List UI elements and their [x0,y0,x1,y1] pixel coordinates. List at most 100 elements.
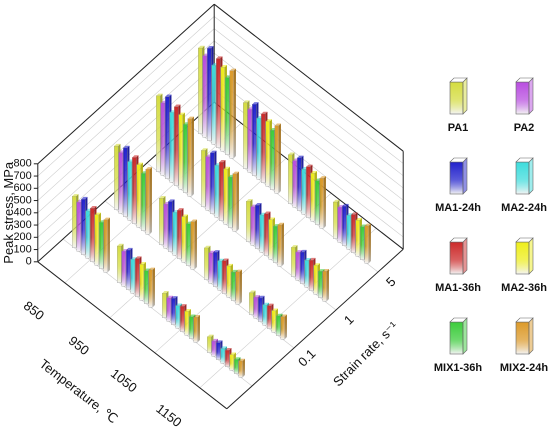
bar-top [216,56,223,59]
bar-top [174,104,181,107]
bar-top [208,250,215,253]
bar-front [247,109,252,173]
bar [148,267,155,308]
bar-top [271,308,278,311]
bar-front [114,145,119,210]
bar-top [210,150,217,153]
bar-top [346,213,353,216]
bar-front [169,112,174,183]
bar-front [249,292,254,315]
bar-side [191,116,194,197]
bar-top [291,245,298,248]
bar-front [99,222,104,269]
legend-swatch-side [528,237,534,275]
bar-front [135,258,140,297]
bar-top [148,267,155,270]
legend-swatch-top [449,157,468,163]
bar-top [264,211,271,214]
y-tick-label: 1 [341,312,357,328]
bar-top [225,348,232,351]
x-tick-label: 1050 [108,366,140,396]
bar-top [187,116,194,119]
bar-front [168,201,173,252]
z-tick-label: 600 [13,182,31,194]
bar-top [223,166,230,170]
bar-front [207,47,212,141]
bar-top [297,155,304,158]
bar-front [253,297,258,319]
bar-top [253,295,260,298]
bar-front [277,224,282,267]
bar-front [243,102,248,169]
bar-top [178,112,185,115]
bar-front [265,121,270,187]
bar-front [255,204,260,249]
bar [238,358,245,378]
bar-side-shade [239,269,242,305]
wall-edge [213,3,404,152]
bar-top [220,65,227,68]
bar-front [166,297,171,322]
bar-front [165,96,170,179]
z-tick-label: 400 [13,207,31,219]
bar-top [310,171,317,174]
bar-front [274,125,279,194]
bar-top [222,258,229,261]
bar-front [264,213,269,256]
bar-top [145,167,152,170]
bar-front [234,359,239,374]
bar-front [270,130,275,190]
bar-top [231,269,238,273]
bar-front [229,354,234,371]
bar-top [156,93,163,96]
bar-front [213,252,218,287]
bar-side [236,171,239,232]
bar-top [114,143,121,147]
bar-front [204,247,209,280]
legend-label: PA1 [448,122,469,134]
legend-swatch-side [528,157,534,195]
bar-side-shade [326,269,329,302]
bar-top [207,334,214,337]
bar-front [216,342,221,360]
bar-front [337,207,342,243]
bar-front [355,220,360,257]
bar-front [250,206,255,246]
z-tick-label: 700 [13,170,31,182]
bar-front [76,202,81,252]
bar-top [252,102,259,105]
bar-front [187,118,192,197]
bar-front [220,67,225,152]
bar-top [319,176,326,179]
bar-front [183,124,188,193]
bar-top [81,196,88,200]
bar-front [351,214,356,253]
bar-front [304,260,309,288]
bar-top [360,224,367,227]
bar-top [103,217,110,220]
bar-front [201,150,206,207]
bar [103,217,110,273]
bar-front [333,201,338,239]
bar-top [300,249,307,253]
x-tick-label: 1150 [153,401,184,429]
bar-front [190,221,195,270]
bar-side [368,223,371,264]
bar-front [156,95,161,172]
bar-front [148,269,153,308]
bar-top [121,249,128,252]
legend-swatch-top [449,237,468,243]
bar-side-shade [194,219,197,270]
bar-top [126,247,133,251]
bar-side-shade [149,167,152,235]
bar-front [228,176,233,228]
bar-top [204,245,211,248]
bar-side [278,123,281,194]
bar-top [207,45,214,49]
y-tick-label: 0.1 [295,346,318,369]
bar-top [304,257,311,261]
bar-front [322,271,327,302]
x-axis [37,261,228,410]
bar-side [239,269,242,305]
